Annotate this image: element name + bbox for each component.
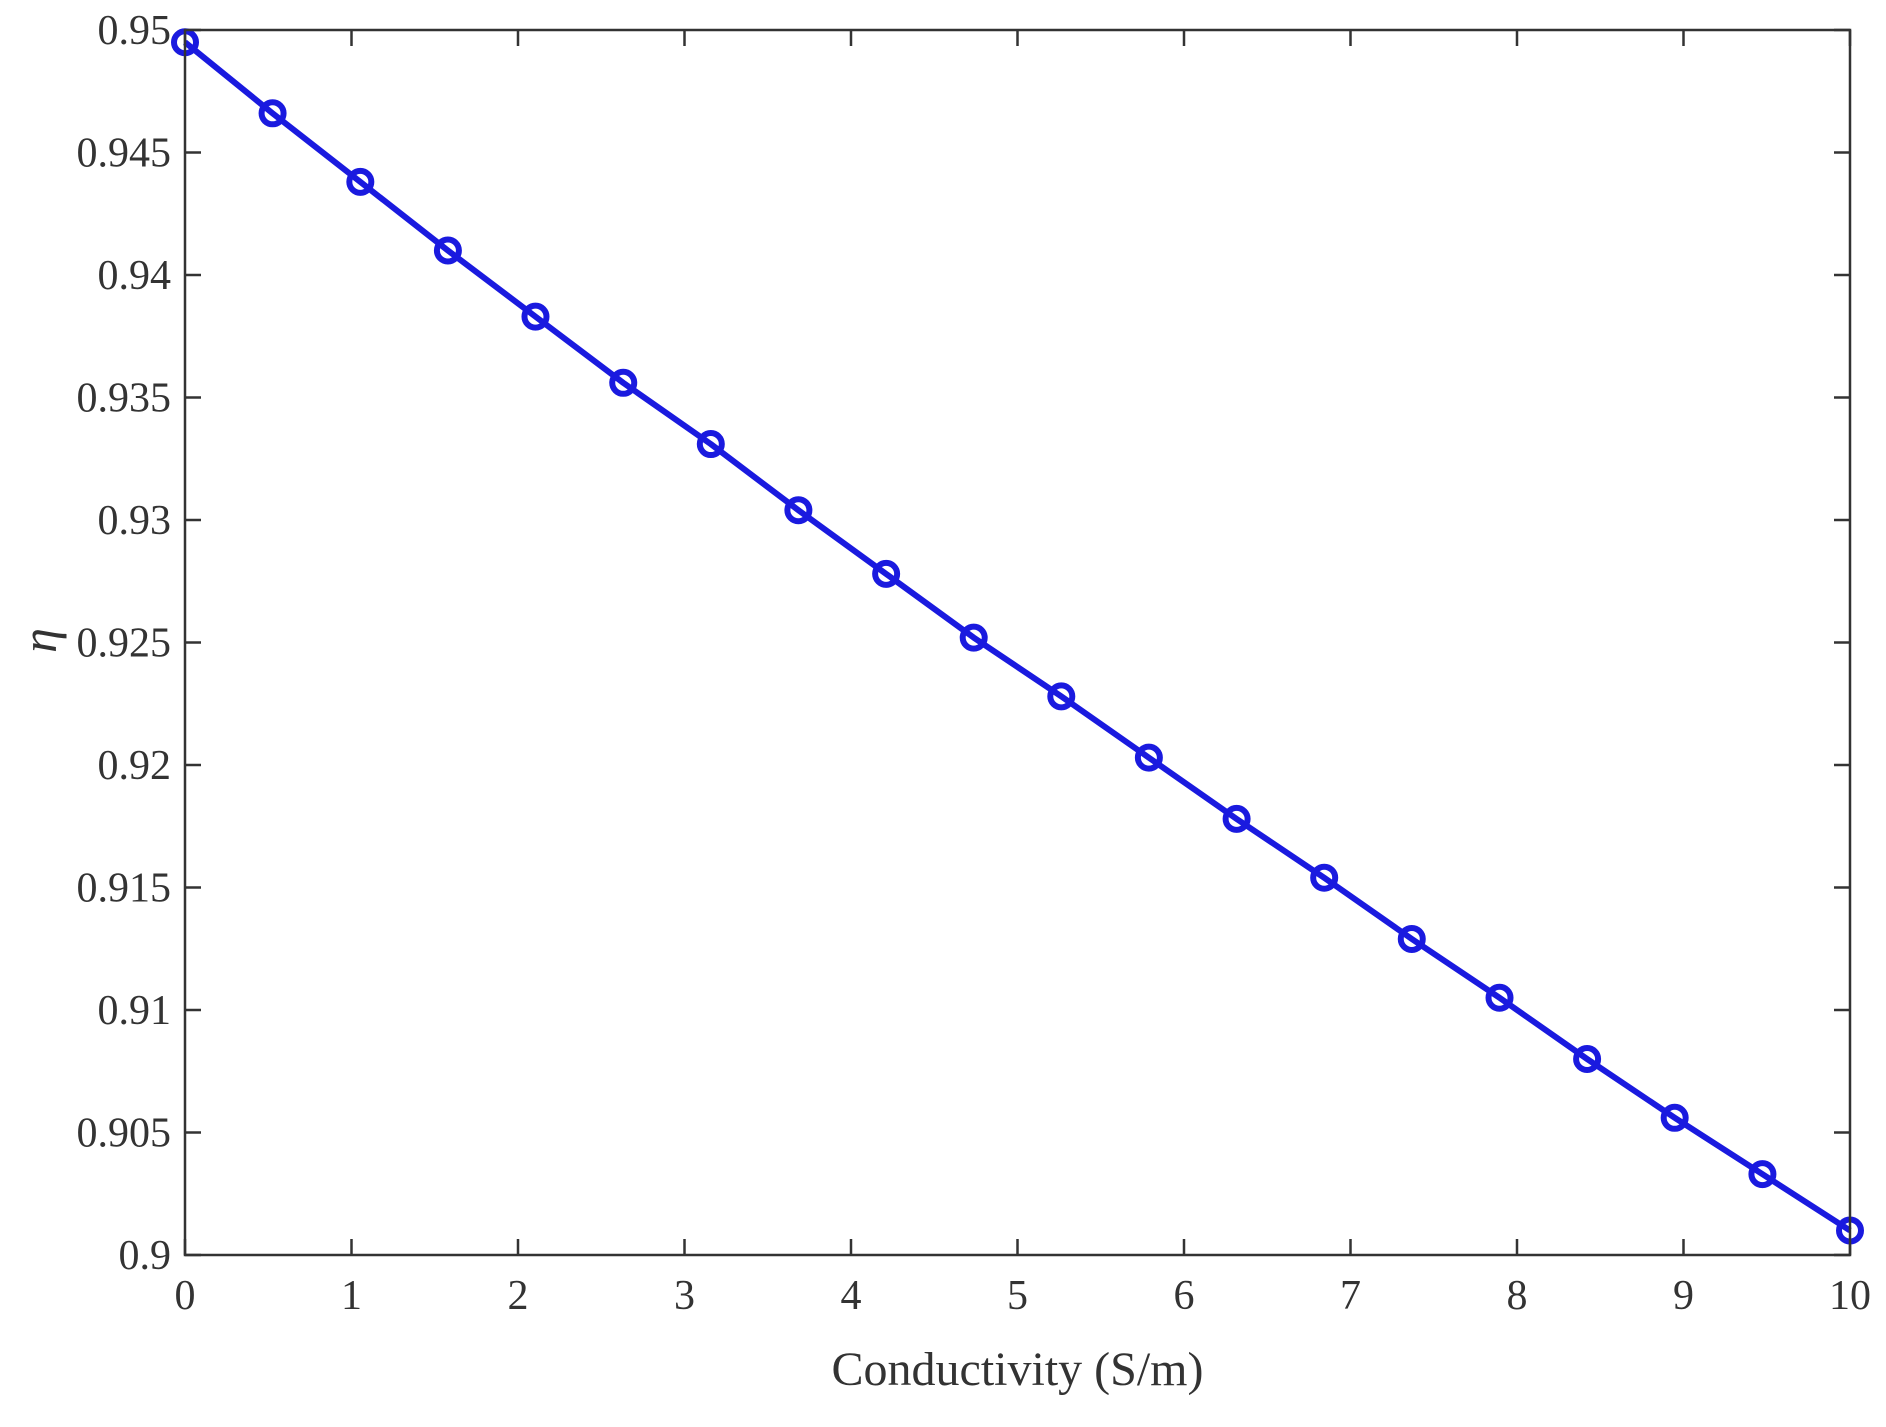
y-tick-label: 0.925 xyxy=(77,621,172,667)
x-tick-label: 9 xyxy=(1673,1273,1694,1319)
x-tick-label: 2 xyxy=(508,1273,529,1319)
y-tick-label: 0.94 xyxy=(98,253,172,299)
data-point-marker xyxy=(1047,682,1076,711)
x-axis-title: Conductivity (S/m) xyxy=(832,1343,1204,1396)
x-tick-label: 7 xyxy=(1340,1273,1361,1319)
data-point-marker xyxy=(609,368,638,397)
data-point-marker xyxy=(258,99,287,128)
data-point-marker xyxy=(1660,1103,1689,1132)
data-point-marker xyxy=(1222,804,1251,833)
y-tick-label: 0.935 xyxy=(77,376,172,422)
x-tick-label: 5 xyxy=(1007,1273,1028,1319)
data-point-marker xyxy=(1485,983,1514,1012)
y-tick-label: 0.93 xyxy=(98,498,172,544)
series-layer xyxy=(171,28,1864,1245)
plot-area-frame xyxy=(183,28,1852,1257)
data-point-marker xyxy=(521,302,550,331)
x-tick-label: 4 xyxy=(841,1273,862,1319)
labels-layer: Conductivity (S/m) η xyxy=(11,628,1204,1396)
x-tick-label: 10 xyxy=(1829,1273,1871,1319)
y-tick-label: 0.945 xyxy=(77,131,172,177)
y-tick-label: 0.915 xyxy=(77,866,172,912)
x-tick-label: 0 xyxy=(175,1273,196,1319)
data-point-marker xyxy=(959,623,988,652)
y-tick-label: 0.95 xyxy=(98,8,172,54)
y-tick-label: 0.91 xyxy=(98,988,172,1034)
data-point-marker xyxy=(1573,1045,1602,1073)
data-point-marker xyxy=(696,430,725,459)
y-tick-label: 0.9 xyxy=(119,1233,172,1279)
data-point-marker xyxy=(872,559,901,588)
x-tick-label: 3 xyxy=(674,1273,695,1319)
data-point-marker xyxy=(784,496,813,525)
data-point-marker xyxy=(1134,743,1163,772)
y-axis-title: η xyxy=(11,628,67,653)
y-tick-label: 0.92 xyxy=(98,743,172,789)
ticks-layer: 0 1 2 3 4 5 6 7 8 9 10 0.9 0.905 0.91 0.915 0.92 0.925 0.… xyxy=(77,8,1872,1319)
data-point-marker xyxy=(1748,1160,1777,1189)
series-line-0 xyxy=(183,39,1852,1234)
y-tick-label: 0.905 xyxy=(77,1111,172,1157)
data-point-marker xyxy=(1397,924,1426,953)
data-point-marker xyxy=(346,167,375,196)
x-tick-label: 6 xyxy=(1174,1273,1195,1319)
data-point-marker xyxy=(433,236,462,265)
x-tick-label: 8 xyxy=(1507,1273,1528,1319)
x-tick-label: 1 xyxy=(341,1273,362,1319)
data-point-marker xyxy=(1310,863,1339,892)
